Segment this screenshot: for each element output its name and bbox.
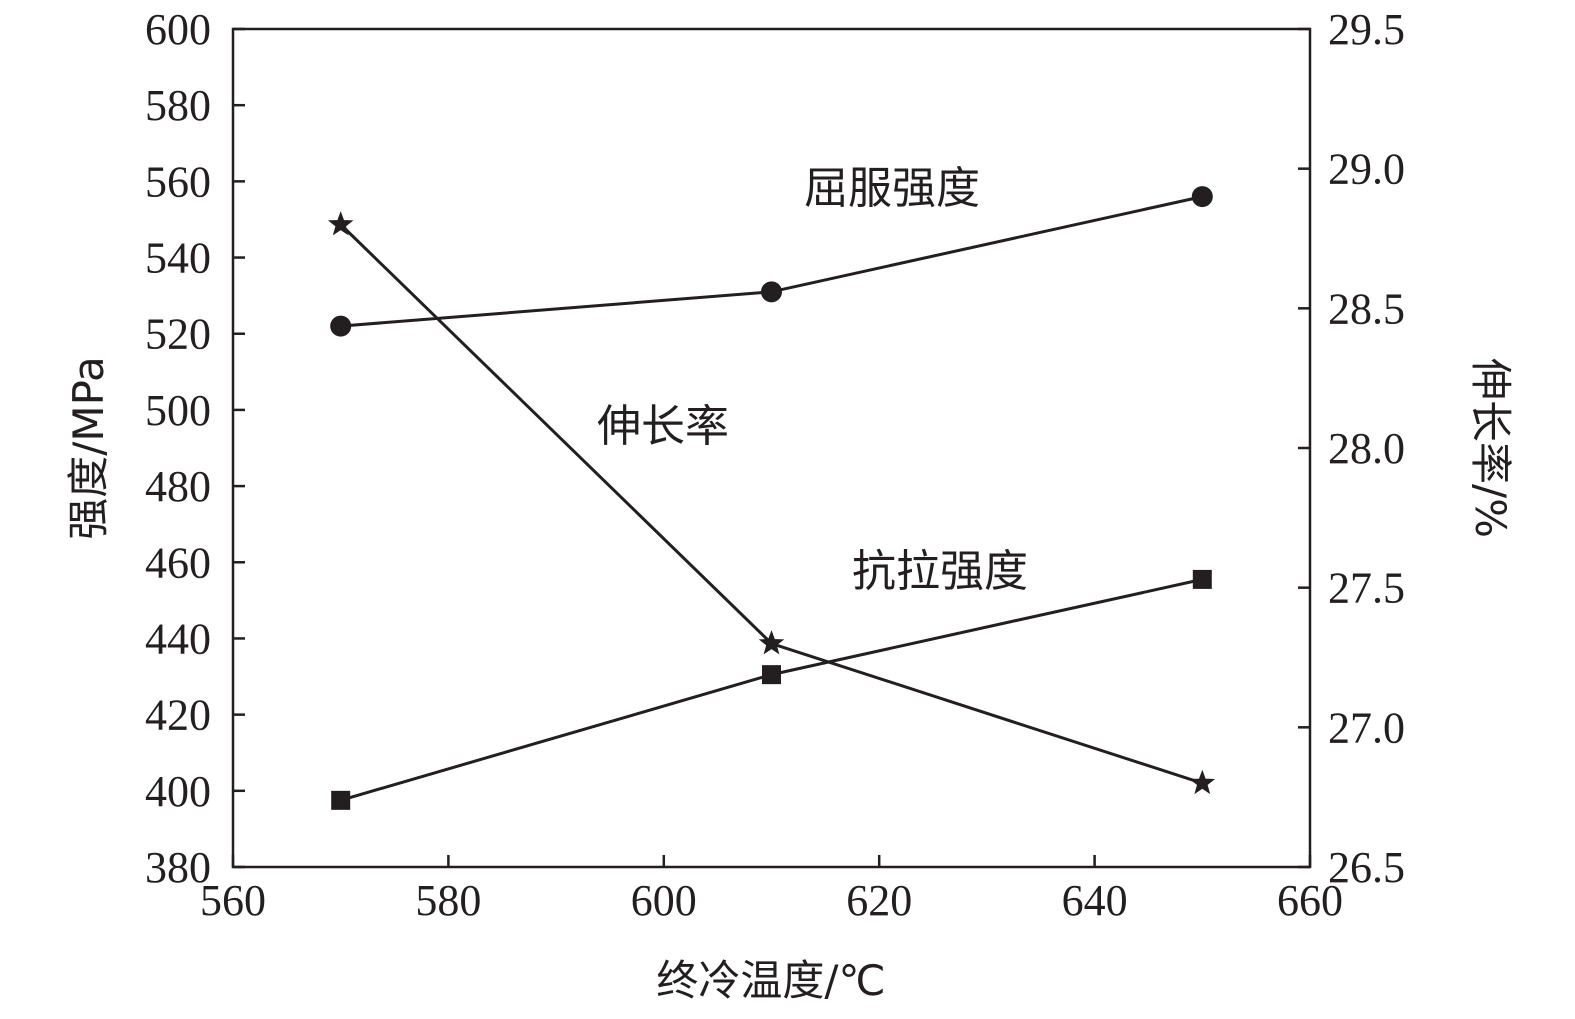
- tensile-strength-series: [331, 569, 1212, 810]
- elongation-point: [1189, 769, 1216, 795]
- elongation-point: [758, 630, 785, 655]
- y-right-tick-label: 26.5: [1328, 843, 1405, 892]
- y-left-tick-label: 560: [145, 157, 211, 206]
- elongation-point: [327, 211, 354, 236]
- elongation-line: [339, 223, 1203, 785]
- y-left-tick-label: 580: [145, 81, 211, 130]
- y-left-tick-label: 520: [145, 310, 211, 359]
- yield-strength-line: [340, 195, 1203, 328]
- y-right-tick-label: 28.0: [1328, 424, 1405, 473]
- tensile-strength-point: [331, 790, 351, 810]
- y-left-tick-label: 600: [145, 5, 211, 54]
- x-tick-label: 600: [631, 876, 697, 925]
- y-axis-right-title: 伸长率/%: [1466, 358, 1515, 538]
- y-right-tick-label: 29.5: [1328, 5, 1405, 54]
- y-right-tick-label: 29.0: [1328, 145, 1405, 194]
- tensile-strength-label: 抗拉强度: [852, 546, 1028, 597]
- yield-strength-point: [761, 281, 782, 303]
- y-left-tick-label: 420: [145, 691, 211, 740]
- yield-strength-series: [330, 186, 1213, 337]
- y-left-tick-label: 400: [145, 767, 211, 816]
- plot-frame: [231, 27, 1312, 869]
- tensile-strength-point: [1192, 569, 1212, 589]
- x-tick-label: 580: [415, 876, 481, 925]
- elongation-series: [327, 211, 1216, 795]
- yield-strength-label: 屈服强度: [804, 163, 980, 214]
- series-layer: [327, 186, 1216, 810]
- tensile-strength-point: [762, 665, 781, 685]
- x-tick-label: 640: [1062, 876, 1128, 925]
- y-axis-left-title: 强度/MPa: [64, 356, 113, 540]
- y-left-tick-label: 380: [145, 843, 211, 892]
- x-axis-title: 终冷温度/℃: [656, 956, 885, 1005]
- x-tick-label: 620: [846, 876, 912, 925]
- x-tick-label: 560: [200, 876, 266, 925]
- y-right-tick-label: 27.5: [1328, 564, 1405, 613]
- yield-strength-point: [1191, 186, 1213, 208]
- x-axis: 560 580 600 620 640 660: [200, 855, 1343, 925]
- y-axis-left: 380 400 420 440 460 480 500 520 540 560 580 600: [145, 5, 245, 892]
- y-left-tick-label: 440: [145, 614, 211, 663]
- y-axis-right: 26.5 27.0 27.5 28.0 28.5 29.0 29.5: [1298, 5, 1405, 892]
- y-left-tick-label: 540: [145, 234, 211, 283]
- y-right-tick-label: 27.0: [1328, 703, 1405, 752]
- x-tick-label: 660: [1277, 876, 1343, 925]
- tensile-strength-line: [340, 577, 1203, 802]
- y-right-tick-label: 28.5: [1328, 284, 1405, 333]
- elongation-label: 伸长率: [597, 401, 729, 452]
- yield-strength-point: [330, 315, 352, 337]
- y-left-tick-label: 480: [145, 462, 211, 511]
- y-left-tick-label: 460: [145, 538, 211, 587]
- y-left-tick-label: 500: [145, 386, 211, 435]
